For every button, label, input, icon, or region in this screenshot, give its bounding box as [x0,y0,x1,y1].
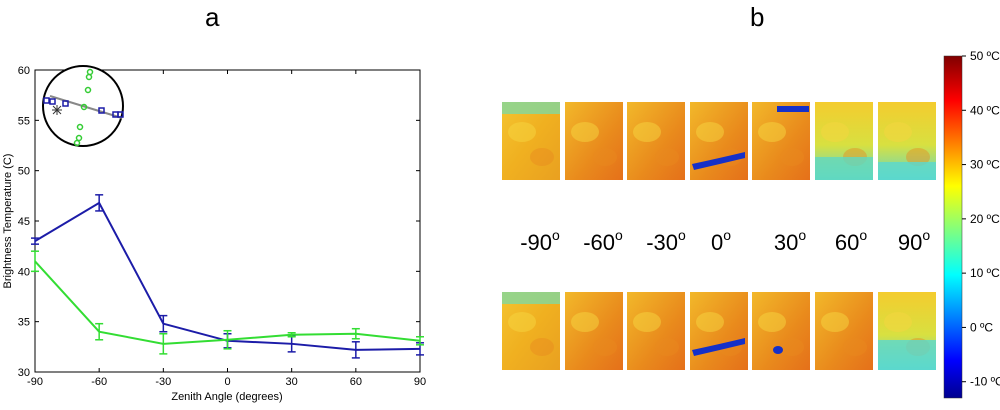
colorbar-tick-label: 40 ºC [970,103,1000,117]
thermal-image [502,102,560,180]
thermal-image-panel: -90o -60o -30o 0o 30o 60o 90o 50 ºC 40 ºC 30 ºC 2… [502,49,1000,399]
thermal-row-bottom [502,292,936,370]
colorbar-ticks: 50 ºC 40 ºC 30 ºC 20 ºC 10 ºC 0 ºC -10 ºC [962,49,1000,389]
colorbar-tick-label: 10 ºC [970,266,1000,280]
inset-center-marker [52,105,62,115]
brightness-temperature-plot: 30 35 40 45 50 55 60 -90 -60 -30 0 30 60 90 Zenith A… [2,65,426,403]
x-tick-label: -90 [27,376,43,388]
thermal-image [815,292,873,370]
x-tick-label: -30 [155,376,171,388]
colorbar-tick-label: 20 ºC [970,212,1000,226]
inset-blue-markers [43,97,124,118]
angle-label: -30o [646,227,686,255]
thermal-image [878,102,936,180]
angle-label: 90o [898,227,930,255]
thermal-image [878,292,936,370]
y-tick-label: 50 [18,166,30,178]
sampling-inset [42,65,124,147]
x-tick-label: -60 [91,376,107,388]
x-tick-label: 0 [224,376,230,388]
y-tick-label: 30 [18,367,30,379]
thermal-image [627,292,685,370]
thermal-row-top [502,102,936,180]
colorbar-tick-label: 30 ºC [970,158,1000,172]
y-tick-label: 45 [18,216,30,228]
series-group [31,194,424,359]
y-axis-ticks: 30 35 40 45 50 55 60 [18,65,420,379]
colorbar-tick-label: 50 ºC [970,49,1000,63]
x-tick-label: 30 [286,376,298,388]
thermal-image [752,292,810,370]
thermal-image [690,292,748,370]
y-tick-label: 35 [18,317,30,329]
angle-label: -90o [520,227,560,255]
angle-label: 0o [711,227,731,255]
x-tick-label: 90 [414,376,426,388]
y-axis-title: Brightness Temperature (C) [2,154,14,289]
thermal-image [752,102,810,180]
thermal-image [627,102,685,180]
angle-label: 30o [774,227,806,255]
inset-green-markers [73,68,94,147]
panel-label-a: a [205,2,220,32]
x-tick-label: 60 [350,376,362,388]
thermal-image [690,102,748,180]
thermal-image [565,102,623,180]
colorbar [943,55,963,399]
thermal-image [502,292,560,370]
thermal-image [565,292,623,370]
x-axis-title: Zenith Angle (degrees) [171,391,282,403]
zenith-angle-labels: -90o -60o -30o 0o 30o 60o 90o [520,227,930,255]
panel-label-b: b [750,2,765,32]
colorbar-tick-label: 0 ºC [970,320,993,334]
angle-label: 60o [835,227,867,255]
angle-label: -60o [583,227,623,255]
y-tick-label: 40 [18,266,30,278]
y-tick-label: 55 [18,115,30,127]
thermal-image [815,102,873,180]
y-tick-label: 60 [18,65,30,77]
colorbar-tick-label: -10 ºC [970,375,1000,389]
